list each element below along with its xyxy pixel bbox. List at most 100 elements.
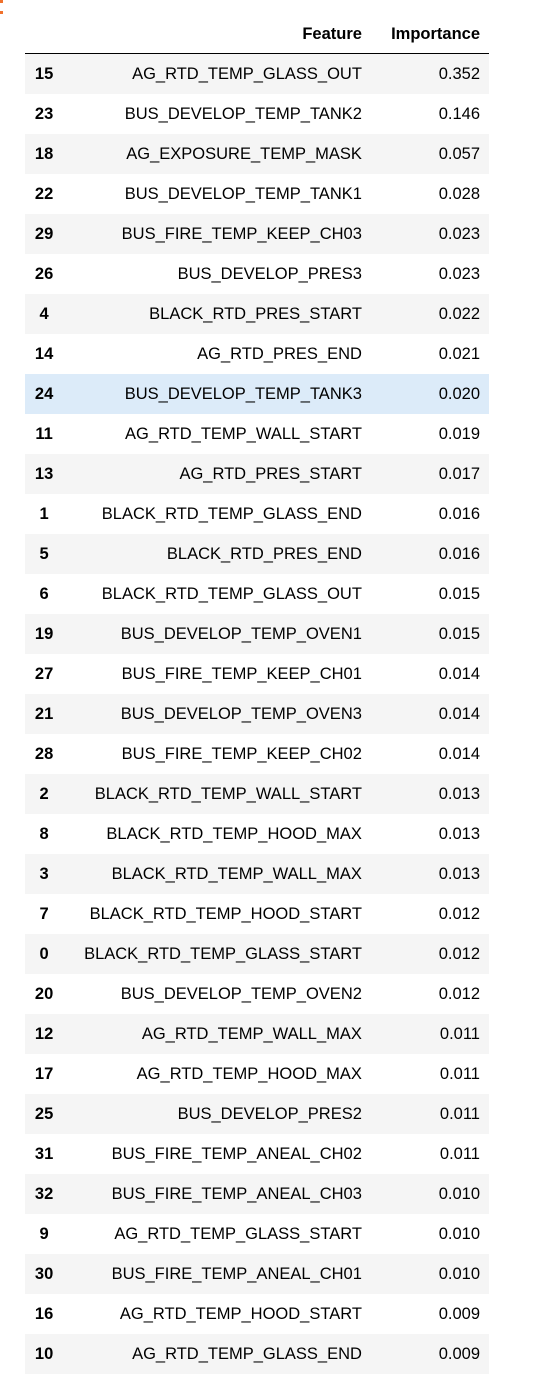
importance-cell: 0.014 — [438, 664, 480, 683]
importance-cell: 0.014 — [438, 704, 480, 723]
feature-cell: AG_RTD_TEMP_WALL_START — [125, 424, 362, 443]
importance-cell: 0.013 — [438, 824, 480, 843]
importance-cell: 0.009 — [438, 1344, 480, 1363]
table-row: 5 BLACK_RTD_PRES_END 0.016 — [25, 534, 489, 574]
importance-cell: 0.017 — [438, 464, 480, 483]
table-row: 23 BUS_DEVELOP_TEMP_TANK2 0.146 — [25, 94, 489, 134]
table-body: 15 AG_RTD_TEMP_GLASS_OUT 0.352 23 BUS_DEVEL… — [25, 53, 489, 1374]
importance-cell: 0.014 — [438, 744, 480, 763]
feature-cell: BUS_FIRE_TEMP_ANEAL_CH01 — [111, 1264, 362, 1283]
table-row: 30 BUS_FIRE_TEMP_ANEAL_CH01 0.010 — [25, 1254, 489, 1294]
row-index: 29 — [34, 224, 54, 243]
importance-cell: 0.021 — [438, 344, 480, 363]
table-row: 20 BUS_DEVELOP_TEMP_OVEN2 0.012 — [25, 974, 489, 1014]
importance-cell: 0.057 — [438, 144, 480, 163]
importance-cell: 0.011 — [439, 1144, 480, 1163]
row-index: 23 — [34, 104, 54, 123]
table-row: 29 BUS_FIRE_TEMP_KEEP_CH03 0.023 — [25, 214, 489, 254]
table-row: 4 BLACK_RTD_PRES_START 0.022 — [25, 294, 489, 334]
importance-cell: 0.016 — [438, 504, 480, 523]
importance-cell: 0.028 — [438, 184, 480, 203]
feature-cell: BLACK_RTD_TEMP_HOOD_START — [89, 904, 362, 923]
feature-cell: BUS_DEVELOP_TEMP_OVEN1 — [120, 624, 362, 643]
importance-cell: 0.022 — [438, 304, 480, 323]
importance-cell: 0.015 — [438, 624, 480, 643]
importance-cell: 0.020 — [438, 384, 480, 403]
table-row: 14 AG_RTD_PRES_END 0.021 — [25, 334, 489, 374]
row-index: 14 — [34, 344, 54, 363]
row-index: 25 — [34, 1104, 54, 1123]
table-row: 21 BUS_DEVELOP_TEMP_OVEN3 0.014 — [25, 694, 489, 734]
row-index: 13 — [34, 464, 54, 483]
table-row: 31 BUS_FIRE_TEMP_ANEAL_CH02 0.011 — [25, 1134, 489, 1174]
row-index: 20 — [34, 984, 54, 1003]
row-index: 11 — [35, 424, 53, 443]
row-index: 18 — [34, 144, 54, 163]
feature-cell: BUS_FIRE_TEMP_KEEP_CH03 — [121, 224, 362, 243]
table-row: 2 BLACK_RTD_TEMP_WALL_START 0.013 — [25, 774, 489, 814]
importance-cell: 0.010 — [438, 1224, 480, 1243]
row-index: 10 — [34, 1344, 54, 1363]
table-row: 16 AG_RTD_TEMP_HOOD_START 0.009 — [25, 1294, 489, 1334]
table-row: 7 BLACK_RTD_TEMP_HOOD_START 0.012 — [25, 894, 489, 934]
table-row: 27 BUS_FIRE_TEMP_KEEP_CH01 0.014 — [25, 654, 489, 694]
table-row: 10 AG_RTD_TEMP_GLASS_END 0.009 — [25, 1334, 489, 1374]
importance-cell: 0.010 — [438, 1184, 480, 1203]
importance-cell: 0.013 — [438, 784, 480, 803]
row-index: 5 — [39, 544, 49, 563]
row-index: 16 — [34, 1304, 54, 1323]
table-row: 9 AG_RTD_TEMP_GLASS_START 0.010 — [25, 1214, 489, 1254]
row-index: 9 — [39, 1224, 49, 1243]
feature-cell: BUS_DEVELOP_TEMP_TANK3 — [124, 384, 362, 403]
header-feature: Feature — [63, 15, 371, 54]
feature-cell: AG_RTD_TEMP_GLASS_OUT — [132, 64, 362, 83]
feature-cell: BUS_DEVELOP_PRES3 — [177, 264, 362, 283]
table-row: 1 BLACK_RTD_TEMP_GLASS_END 0.016 — [25, 494, 489, 534]
importance-cell: 0.012 — [438, 944, 480, 963]
output-prompt-marker — [0, 0, 3, 14]
table-row: 18 AG_EXPOSURE_TEMP_MASK 0.057 — [25, 134, 489, 174]
row-index: 6 — [39, 584, 49, 603]
row-index: 30 — [34, 1264, 54, 1283]
feature-cell: BLACK_RTD_PRES_END — [166, 544, 362, 563]
table-row: 26 BUS_DEVELOP_PRES3 0.023 — [25, 254, 489, 294]
feature-cell: BLACK_RTD_TEMP_HOOD_MAX — [106, 824, 362, 843]
row-index: 12 — [34, 1024, 54, 1043]
output-prompt-dot — [0, 11, 3, 14]
table-row: 19 BUS_DEVELOP_TEMP_OVEN1 0.015 — [25, 614, 489, 654]
table-header: Feature Importance — [25, 15, 489, 54]
table-row: 8 BLACK_RTD_TEMP_HOOD_MAX 0.013 — [25, 814, 489, 854]
feature-cell: AG_EXPOSURE_TEMP_MASK — [126, 144, 362, 163]
feature-cell: BUS_DEVELOP_TEMP_TANK2 — [124, 104, 362, 123]
row-index: 24 — [34, 384, 54, 403]
feature-cell: BLACK_RTD_TEMP_WALL_MAX — [111, 864, 362, 883]
importance-cell: 0.011 — [439, 1064, 480, 1083]
row-index: 26 — [34, 264, 54, 283]
row-index: 27 — [34, 664, 54, 683]
feature-cell: BLACK_RTD_TEMP_GLASS_END — [101, 504, 362, 523]
row-index: 4 — [39, 304, 49, 323]
feature-cell: BUS_DEVELOP_TEMP_TANK1 — [124, 184, 362, 203]
row-index: 15 — [34, 64, 54, 83]
feature-cell: BUS_DEVELOP_PRES2 — [177, 1104, 362, 1123]
row-index: 28 — [34, 744, 54, 763]
header-importance: Importance — [370, 15, 489, 54]
row-index: 0 — [39, 944, 49, 963]
feature-cell: BUS_FIRE_TEMP_ANEAL_CH02 — [111, 1144, 362, 1163]
feature-cell: AG_RTD_PRES_END — [197, 344, 362, 363]
importance-cell: 0.019 — [438, 424, 480, 443]
importance-cell: 0.352 — [438, 64, 480, 83]
row-index: 7 — [39, 904, 49, 923]
row-index: 21 — [34, 704, 54, 723]
row-index: 3 — [39, 864, 49, 883]
table-row: 25 BUS_DEVELOP_PRES2 0.011 — [25, 1094, 489, 1134]
table-row-hovered: 24 BUS_DEVELOP_TEMP_TANK3 0.020 — [25, 374, 489, 414]
table-row: 11 AG_RTD_TEMP_WALL_START 0.019 — [25, 414, 489, 454]
table-row: 6 BLACK_RTD_TEMP_GLASS_OUT 0.015 — [25, 574, 489, 614]
importance-cell: 0.023 — [438, 224, 480, 243]
row-index: 19 — [34, 624, 54, 643]
importance-cell: 0.010 — [438, 1264, 480, 1283]
importance-cell: 0.012 — [438, 904, 480, 923]
importance-cell: 0.011 — [439, 1024, 480, 1043]
feature-cell: BUS_DEVELOP_TEMP_OVEN3 — [120, 704, 362, 723]
